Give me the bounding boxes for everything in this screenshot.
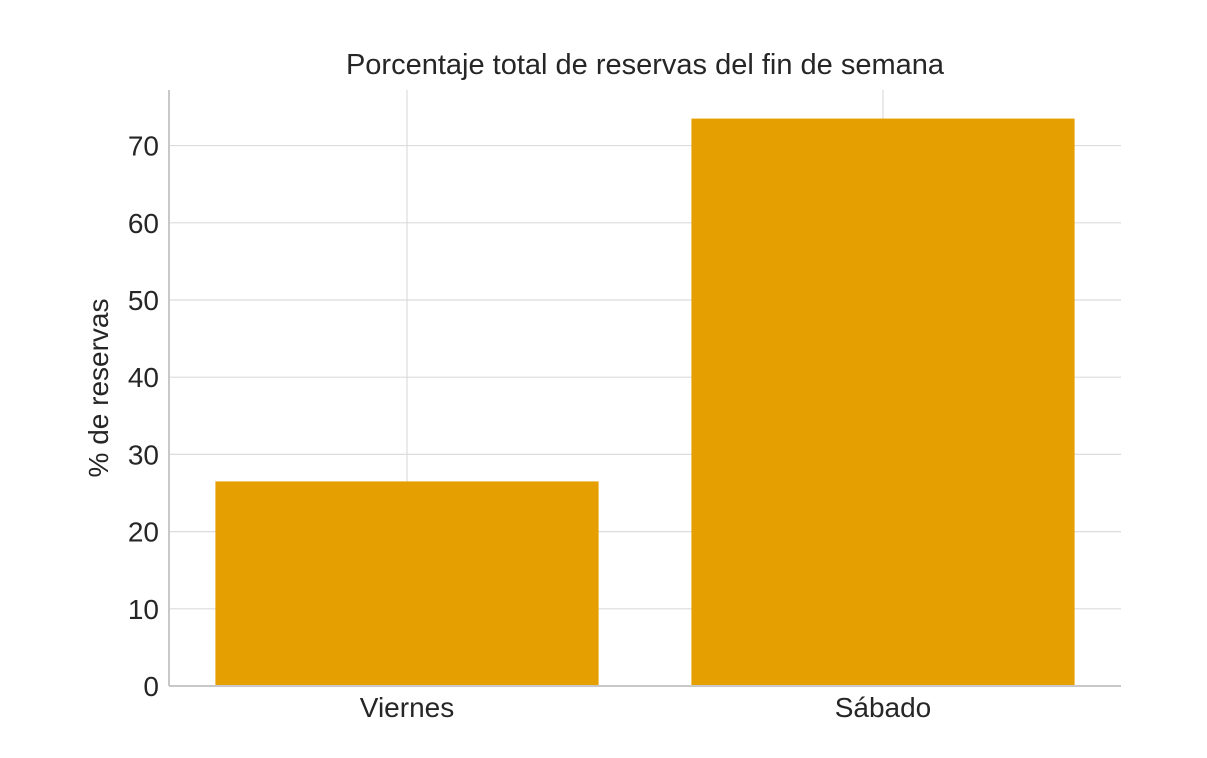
- y-tick-label: 70: [128, 131, 159, 162]
- y-axis-label: % de reservas: [83, 299, 114, 478]
- y-tick-label: 20: [128, 517, 159, 548]
- bars: [215, 118, 1075, 687]
- y-tick-label: 40: [128, 362, 159, 393]
- x-tick-label: Sábado: [835, 692, 932, 723]
- x-tick-labels: Viernes Sábado: [360, 692, 931, 723]
- bar-viernes: [215, 481, 599, 686]
- y-tick-label: 30: [128, 439, 159, 470]
- bar-sábado: [691, 118, 1075, 687]
- y-tick-label: 60: [128, 208, 159, 239]
- y-tick-label: 50: [128, 285, 159, 316]
- chart-title: Porcentaje total de reservas del fin de …: [346, 49, 945, 81]
- x-tick-label: Viernes: [360, 692, 454, 723]
- axes: [168, 90, 1121, 687]
- y-tick-label: 0: [143, 671, 159, 702]
- y-tick-labels: 0 10 20 30 40 50 60 70: [128, 131, 159, 702]
- y-tick-label: 10: [128, 594, 159, 625]
